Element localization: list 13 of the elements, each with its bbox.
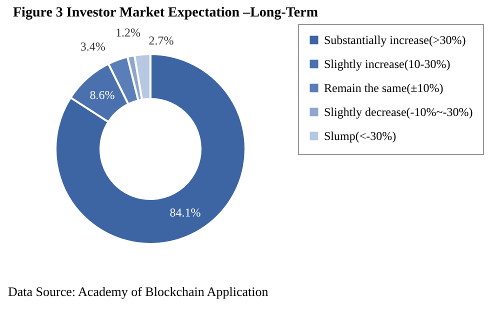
legend-label: Slump(<-30%) xyxy=(324,129,396,143)
legend-label: Substantially increase(>30%) xyxy=(324,33,466,47)
legend-label: Remain the same(±10%) xyxy=(324,81,444,95)
data-label: 2.7% xyxy=(148,33,174,48)
chart-title: Figure 3 Investor Market Expectation –Long-Term xyxy=(13,6,318,20)
data-label: 3.4% xyxy=(80,40,106,54)
data-label: 84.1% xyxy=(170,206,201,220)
legend-label: Slightly increase(10-30%) xyxy=(324,57,450,71)
data-label: 8.6% xyxy=(90,88,115,102)
data-label: 1.2% xyxy=(116,25,141,40)
legend-label: Slightly decrease(-10%~-30%) xyxy=(324,105,473,119)
source-note: Data Source: Academy of Blockchain Application xyxy=(8,284,269,299)
donut-slice xyxy=(54,53,246,245)
